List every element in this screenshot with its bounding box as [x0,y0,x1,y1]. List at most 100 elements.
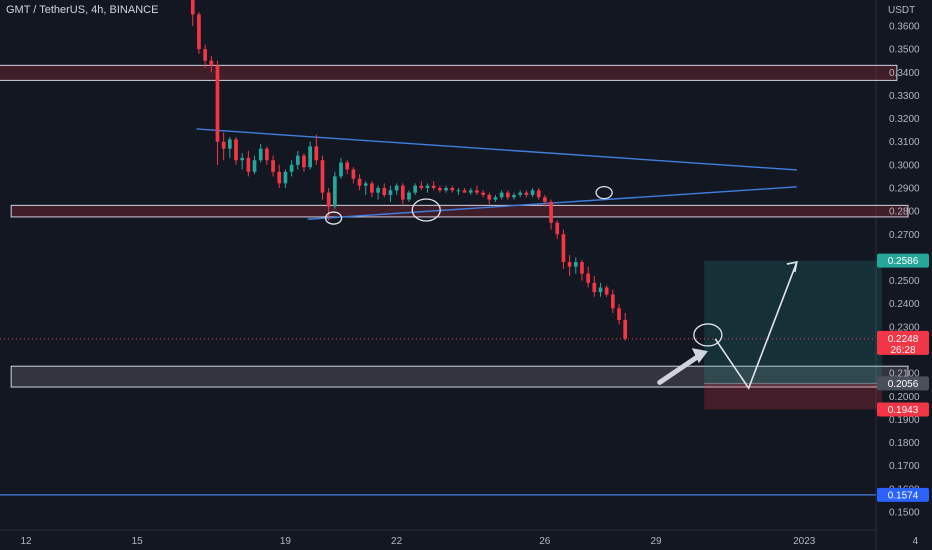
candle-body [252,160,257,172]
candle-body [221,141,226,149]
candle-body [363,183,368,186]
price-tick-label: 0.1900 [889,415,920,426]
candle-body [444,188,448,191]
candle-body [543,197,547,202]
candle-body [462,190,467,193]
candle-body [357,178,362,186]
candle-body [400,185,405,200]
candle-body [320,160,325,193]
candle-body [431,185,436,188]
candle-body [190,0,195,15]
highlight-circle[interactable] [595,185,613,200]
candle-body [475,190,479,193]
candle-body [407,192,411,200]
candle-body [394,185,399,191]
price-badge-label: 0.1943 [888,405,919,416]
price-tick-label: 0.3300 [889,91,920,102]
candle-body [376,188,380,193]
candle-body [487,194,492,200]
candle-body [283,171,288,184]
price-tick-label: 0.2300 [889,322,920,333]
candle-body [505,192,510,198]
candle-body [351,169,356,179]
candle-body [561,234,566,263]
candle-body [573,262,578,267]
time-tick-label: 15 [132,536,144,547]
candle-body [623,319,628,339]
price-tick-label: 0.3500 [889,45,920,56]
zone-box-1[interactable] [0,64,898,81]
candle-body [592,282,597,293]
price-tick-label: 0.1700 [889,461,920,472]
pointer-arrow-shaft[interactable] [657,352,703,385]
candle-body [240,157,245,161]
candle-body [598,287,603,293]
highlight-circle[interactable] [324,211,343,225]
candle-body [339,162,343,177]
candle-body [265,148,269,161]
projection-arrow-head [786,261,798,273]
highlight-circle[interactable] [411,198,441,222]
time-tick-label: 19 [280,536,292,547]
price-tick-label: 0.2800 [889,207,920,218]
zone-box-2[interactable] [10,204,909,218]
candle-body [450,188,455,191]
candle-body [549,201,553,223]
candle-body [438,188,442,191]
candle-body [604,287,609,295]
price-badge-label: 0.2586 [888,256,919,267]
candle-body [370,183,374,193]
price-badge [877,402,929,417]
time-tick-label: 2023 [793,536,816,547]
price-tick-label: 0.2400 [889,299,920,310]
candle-body [308,146,312,168]
candle-body [536,190,541,198]
price-unit-label: USDT [888,5,915,16]
candle-body [567,262,572,267]
candle-body [295,155,300,165]
position-stop-zone[interactable] [704,383,883,410]
candle-body [215,65,220,142]
chart-title: GMT / TetherUS, 4h, BINANCE [6,4,159,16]
price-badge-label: 0.1574 [888,490,919,501]
candle-body [610,294,615,309]
candle-body [555,222,560,235]
price-tick-label: 0.3200 [889,114,920,125]
candle-body [530,190,535,195]
candle-body [277,171,282,184]
projection-path[interactable] [714,261,798,390]
price-tick-label: 0.2700 [889,230,920,241]
price-badge [877,376,929,391]
candle-body [314,146,319,161]
price-badge [877,487,929,502]
trendline-1[interactable] [196,128,797,171]
candle-body [302,155,306,168]
candle-body [234,139,238,161]
candle-body [203,49,207,61]
candle-body [227,139,232,149]
price-tick-label: 0.2000 [889,392,920,403]
bar-countdown-label: 26:28 [890,345,915,356]
candle-body [512,194,516,198]
candle-body [524,192,529,195]
current-price-badge [877,330,929,355]
candle-body [326,192,331,207]
candle-body [197,14,201,50]
price-tick-label: 0.3000 [889,160,920,171]
candle-body [456,190,461,192]
price-tick-label: 0.3400 [889,68,920,79]
candle-body [258,148,263,161]
candle-body [493,197,498,200]
highlight-circle[interactable] [693,323,723,347]
price-tick-label: 0.2500 [889,276,920,287]
time-tick-label: 22 [391,536,403,547]
current-price-label: 0.2248 [888,334,919,345]
candle-body [289,164,294,172]
candle-body [425,185,430,188]
price-tick-label: 0.3600 [889,22,920,33]
time-tick-label: 4 [913,536,919,547]
candle-body [382,188,387,195]
price-badge-label: 0.2056 [888,379,919,390]
position-target-zone[interactable] [704,260,883,384]
